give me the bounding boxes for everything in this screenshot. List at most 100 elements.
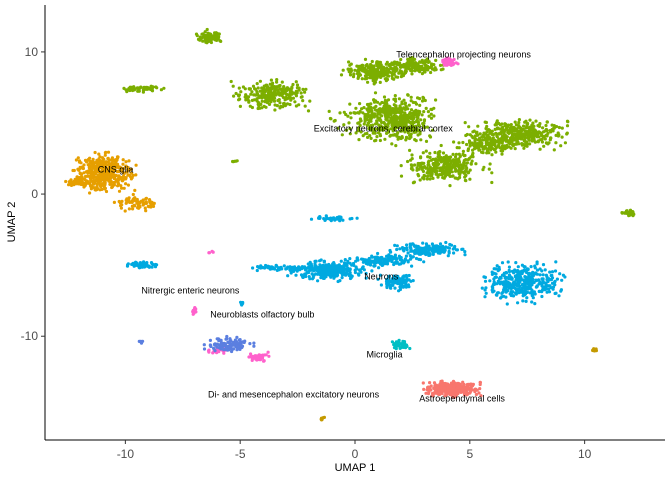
data-point xyxy=(95,176,99,180)
data-point xyxy=(508,292,512,296)
data-point xyxy=(417,167,421,171)
data-point xyxy=(133,87,137,91)
data-point xyxy=(451,152,455,156)
data-point xyxy=(490,180,494,185)
data-point xyxy=(484,291,488,295)
data-point xyxy=(195,34,199,38)
data-point xyxy=(339,73,344,77)
data-point xyxy=(415,118,419,122)
data-point xyxy=(252,93,256,97)
data-point xyxy=(267,354,271,358)
point-cluster xyxy=(125,260,159,270)
data-point xyxy=(537,135,541,139)
data-point xyxy=(537,130,541,134)
data-point xyxy=(544,281,548,285)
data-point xyxy=(359,130,363,134)
data-point xyxy=(238,338,242,342)
data-point xyxy=(561,273,566,277)
data-point xyxy=(150,88,154,92)
data-point xyxy=(530,300,534,304)
point-cluster xyxy=(194,27,223,45)
data-point xyxy=(384,117,388,121)
data-point xyxy=(483,275,487,279)
data-point xyxy=(429,112,433,116)
data-point xyxy=(390,123,394,127)
data-point xyxy=(494,272,498,276)
data-point xyxy=(500,129,504,133)
data-point xyxy=(319,416,324,420)
data-point xyxy=(364,271,368,276)
data-point xyxy=(71,168,75,173)
data-point xyxy=(406,64,410,68)
data-point xyxy=(273,108,277,112)
data-point xyxy=(545,141,549,145)
data-point xyxy=(335,265,339,269)
data-point xyxy=(372,100,377,104)
data-point xyxy=(242,340,246,345)
data-point xyxy=(517,120,521,125)
data-point xyxy=(394,65,398,69)
data-point xyxy=(393,133,397,137)
data-point xyxy=(399,57,403,62)
data-point xyxy=(308,99,312,103)
data-point xyxy=(362,106,366,110)
data-point xyxy=(517,118,522,122)
data-point xyxy=(514,132,518,136)
data-point xyxy=(452,158,456,162)
data-point xyxy=(108,182,112,186)
data-point xyxy=(120,186,124,190)
point-cluster xyxy=(64,176,96,188)
cluster-label: CNS glia xyxy=(98,165,134,175)
data-point xyxy=(286,274,290,278)
data-point xyxy=(463,391,467,395)
data-point xyxy=(438,169,442,173)
data-point xyxy=(444,393,448,397)
data-point xyxy=(424,139,429,143)
data-point xyxy=(396,341,400,345)
data-point xyxy=(134,173,138,177)
data-point xyxy=(209,344,213,349)
data-point xyxy=(354,131,358,135)
data-point xyxy=(517,287,521,291)
data-point xyxy=(267,102,272,106)
data-point xyxy=(370,66,374,70)
data-point xyxy=(462,163,466,167)
data-point xyxy=(361,260,365,264)
data-point xyxy=(444,240,448,245)
data-point xyxy=(467,156,471,161)
data-point xyxy=(348,261,352,265)
data-point xyxy=(78,179,83,184)
data-point xyxy=(517,272,521,276)
data-point xyxy=(142,265,146,269)
data-point xyxy=(260,355,265,360)
x-tick-label: 10 xyxy=(578,447,592,461)
data-point xyxy=(448,174,452,178)
data-point xyxy=(318,259,322,263)
data-point xyxy=(278,93,282,97)
data-point xyxy=(428,134,432,138)
data-point xyxy=(218,39,222,43)
data-point xyxy=(470,159,474,163)
data-point xyxy=(251,266,255,270)
data-point xyxy=(473,134,477,138)
data-point xyxy=(293,100,297,104)
data-point xyxy=(451,387,456,391)
data-point xyxy=(467,125,471,129)
data-point xyxy=(547,290,552,294)
data-point xyxy=(295,86,299,90)
data-point xyxy=(348,111,353,115)
data-point xyxy=(496,291,500,295)
data-point xyxy=(348,217,352,221)
data-point xyxy=(103,170,108,174)
data-point xyxy=(543,268,547,272)
data-point xyxy=(408,111,412,115)
data-point xyxy=(513,120,517,124)
data-point xyxy=(213,36,217,40)
data-point xyxy=(446,254,450,258)
data-point xyxy=(490,270,494,274)
data-point xyxy=(393,97,397,101)
data-point xyxy=(313,259,317,263)
data-point xyxy=(144,201,148,205)
data-point xyxy=(117,199,121,204)
data-point xyxy=(278,87,282,91)
